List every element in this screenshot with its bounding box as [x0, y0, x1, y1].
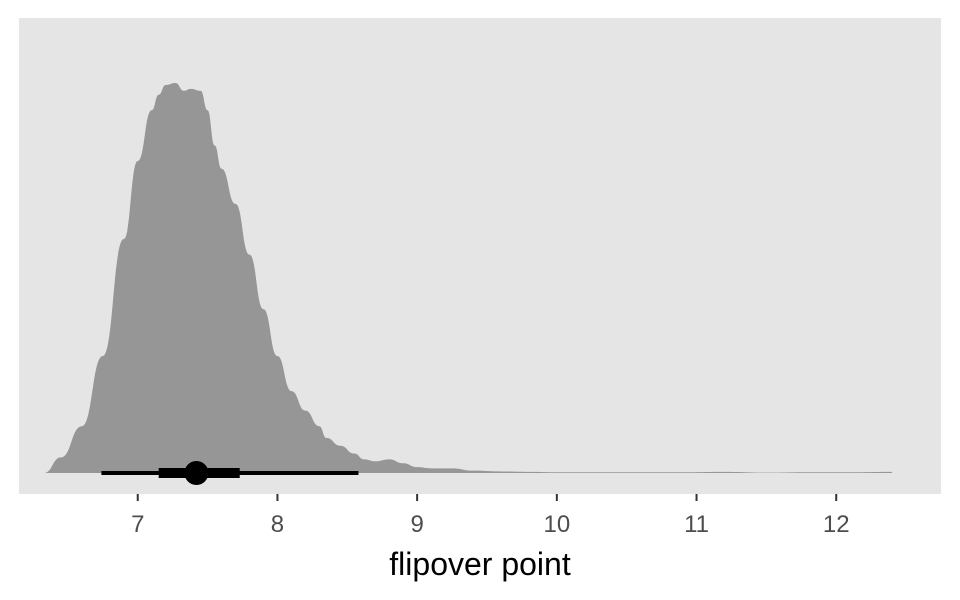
x-tick-label: 9	[410, 511, 423, 538]
x-axis-title: flipover point	[389, 546, 571, 582]
x-tick-label: 11	[684, 511, 709, 538]
x-tick-label: 10	[543, 511, 570, 538]
point-estimate-marker	[184, 461, 209, 485]
x-tick-label: 8	[271, 511, 284, 538]
x-tick-label: 12	[823, 511, 850, 538]
x-axis: 7 8 9 10 11 12	[131, 494, 850, 538]
x-tick-label: 7	[131, 511, 144, 538]
interval-layer	[101, 461, 359, 485]
density-area	[44, 83, 893, 473]
density-layer	[44, 83, 893, 473]
